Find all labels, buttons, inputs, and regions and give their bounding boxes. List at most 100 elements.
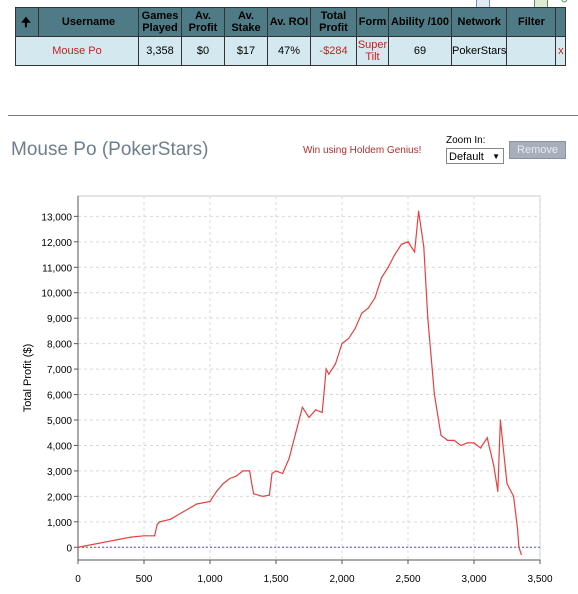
data-point: [506, 483, 508, 485]
data-point: [466, 442, 468, 444]
remove-row-button[interactable]: x: [555, 36, 567, 66]
y-tick-label: 4,000: [47, 441, 72, 452]
column-header-filter[interactable]: Filter: [506, 7, 557, 37]
data-point: [143, 535, 145, 537]
data-point: [433, 393, 435, 396]
cell-username[interactable]: Mouse Po: [15, 36, 139, 66]
column-header-av-stake[interactable]: Av. Stake: [224, 7, 268, 37]
data-point: [341, 343, 343, 345]
x-tick-label: 1,500: [263, 574, 288, 585]
data-point: [222, 483, 224, 485]
data-point: [288, 457, 290, 459]
y-tick-label: 8,000: [47, 340, 72, 351]
data-point: [499, 419, 501, 421]
data-point: [242, 470, 244, 472]
data-point: [516, 528, 519, 531]
data-point: [354, 327, 356, 329]
cell-total-profit: -$284: [310, 36, 357, 66]
data-point: [308, 416, 310, 419]
table-header-row: 🠉 Username Games Played Av. Profit Av. Stak…: [15, 7, 567, 37]
data-point: [520, 553, 522, 556]
data-point: [348, 337, 350, 340]
data-point: [252, 493, 255, 495]
data-point: [400, 243, 402, 245]
data-point: [130, 536, 132, 538]
data-point: [480, 447, 482, 449]
promo-link[interactable]: Win using Holdem Genius!: [303, 145, 422, 156]
form-line: Tilt: [365, 51, 380, 63]
data-point: [447, 439, 449, 441]
data-point: [169, 518, 171, 520]
data-point: [271, 472, 273, 475]
data-point: [427, 317, 429, 319]
y-tick-label: 0: [66, 543, 72, 554]
header-line: Games: [141, 10, 179, 22]
column-header-av-roi[interactable]: Av. ROI: [267, 7, 311, 37]
data-point: [381, 276, 383, 279]
y-axis-label: Total Profit ($): [22, 344, 34, 412]
data-point: [460, 444, 462, 447]
data-point: [374, 297, 376, 299]
header-line: Profit: [188, 22, 218, 34]
y-tick-label: 5,000: [47, 416, 72, 427]
player-stats-table: 🠉 Username Games Played Av. Profit Av. Stak…: [15, 7, 567, 66]
table-row[interactable]: Mouse Po 3,358 $0 $17 47% -$284 Super Til…: [15, 36, 567, 66]
cell-form: Super Tilt: [356, 36, 389, 66]
column-header-ability[interactable]: Ability /100: [388, 7, 452, 37]
y-tick-label: 6,000: [47, 391, 72, 402]
x-tick-label: 3,500: [527, 574, 552, 585]
sync-icon[interactable]: ↻: [560, 0, 569, 6]
y-tick-label: 1,000: [47, 518, 72, 529]
data-point: [328, 373, 330, 375]
sort-up-arrow-icon[interactable]: 🠉: [21, 15, 31, 29]
page-title: Mouse Po (PokerStars): [11, 139, 209, 160]
data-point: [301, 406, 303, 408]
data-point: [216, 490, 218, 492]
data-point: [282, 472, 284, 475]
column-header-form[interactable]: Form: [356, 7, 389, 37]
cell-filter[interactable]: [506, 36, 557, 66]
cell-network: PokerStars: [450, 36, 508, 66]
remove-button[interactable]: Remove: [509, 141, 566, 159]
data-point: [235, 475, 237, 477]
cell-ability: 69: [388, 36, 452, 66]
header-line: Av.: [195, 10, 211, 22]
series-line-total-profit: [77, 211, 522, 555]
data-point: [196, 503, 198, 505]
y-tick-label: 2,000: [47, 492, 72, 503]
section-divider: [8, 115, 578, 116]
x-tick-label: 1,000: [197, 574, 222, 585]
cell-av-profit: $0: [181, 36, 225, 66]
column-header-total-profit[interactable]: Total Profit: [310, 7, 357, 37]
data-point: [275, 470, 277, 472]
data-point: [77, 546, 79, 548]
data-point: [90, 544, 92, 546]
header-line: Profit: [319, 22, 348, 34]
chart-marks: [77, 210, 540, 556]
header-line: Total: [320, 10, 347, 22]
column-header-username[interactable]: Username: [38, 7, 139, 37]
x-tick-label: 0: [75, 574, 81, 585]
data-point: [84, 545, 86, 547]
data-point: [295, 432, 297, 434]
data-point: [486, 437, 488, 439]
data-point: [229, 477, 231, 480]
chart-grid: [77, 195, 541, 561]
x-tick-label: 3,000: [461, 574, 486, 585]
data-point: [387, 266, 389, 268]
x-tick-label: 500: [136, 574, 153, 585]
column-header-av-profit[interactable]: Av. Profit: [181, 7, 225, 37]
data-point: [497, 490, 499, 492]
data-point: [407, 241, 409, 243]
y-tick-label: 7,000: [47, 365, 72, 376]
data-point: [493, 465, 495, 467]
zoom-select[interactable]: Default ▼: [446, 148, 504, 164]
plot-area: [77, 195, 541, 561]
header-line: Played: [142, 22, 178, 34]
data-point: [513, 495, 515, 497]
header-line: Av.: [238, 10, 254, 22]
data-point: [209, 500, 211, 503]
chevron-down-icon[interactable]: ▼: [492, 152, 500, 161]
data-point: [268, 494, 270, 496]
